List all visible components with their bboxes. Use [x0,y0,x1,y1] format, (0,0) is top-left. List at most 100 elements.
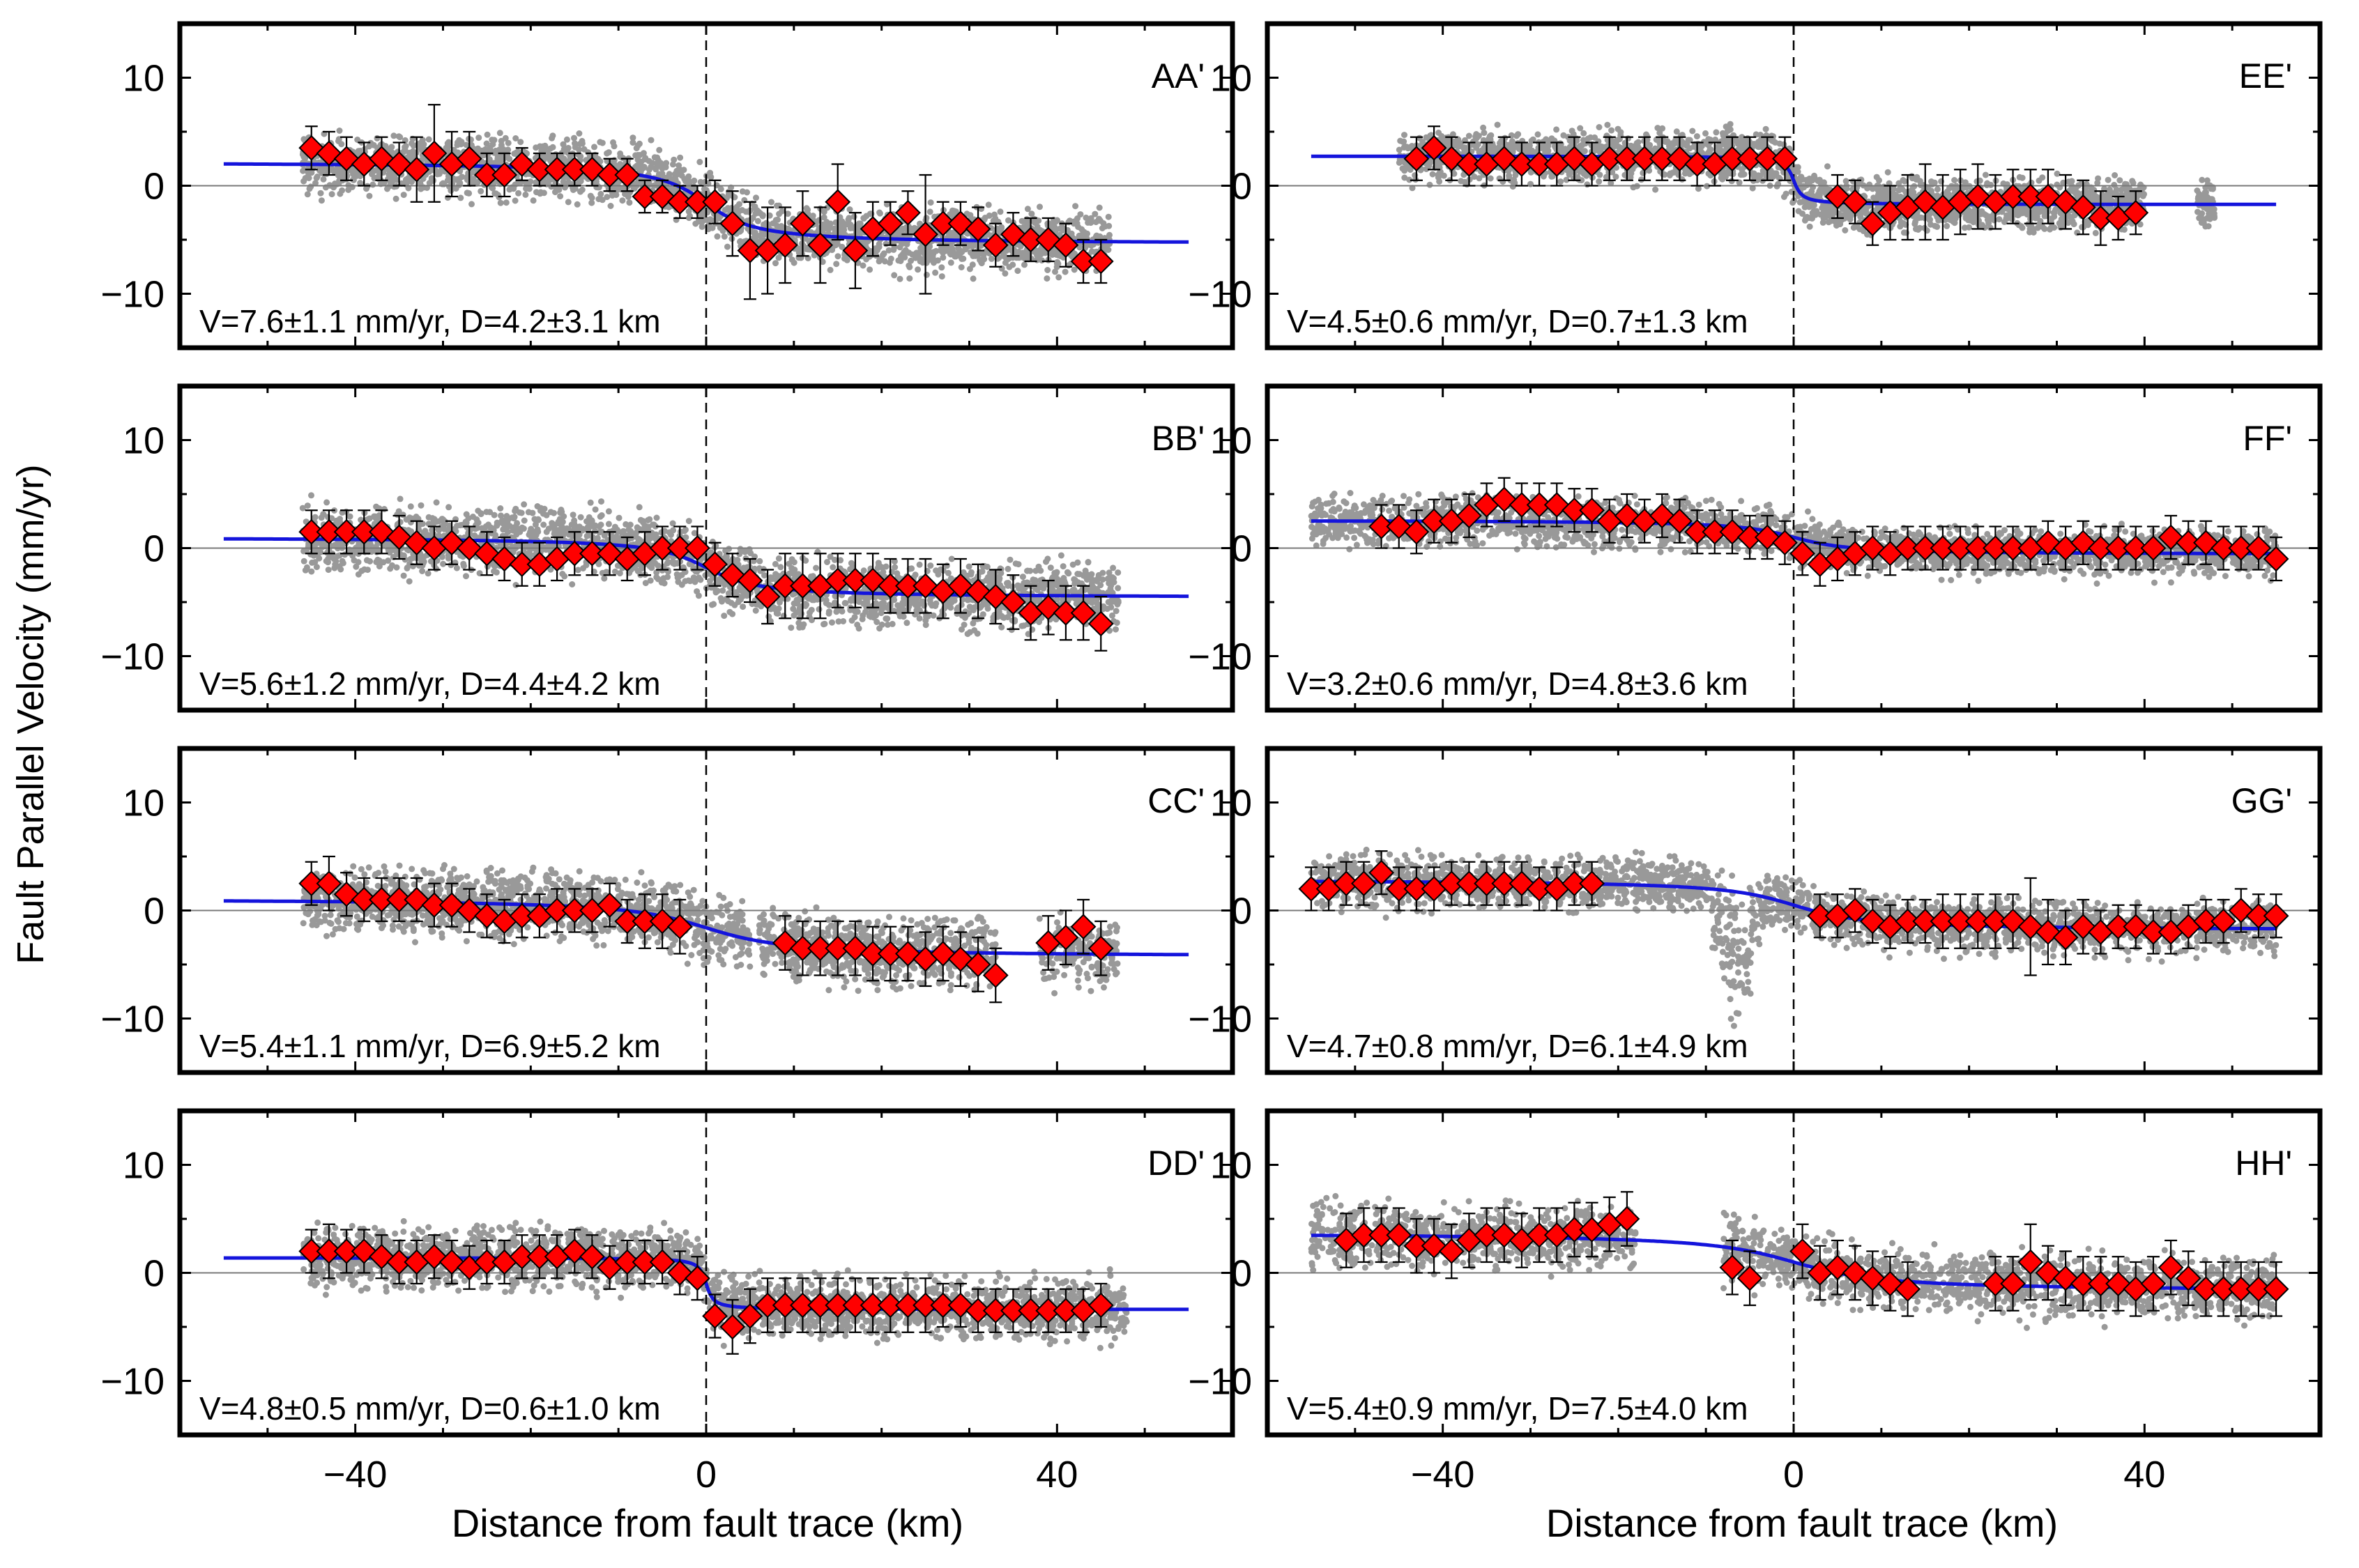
data-marker [895,573,921,599]
data-marker [1403,518,1430,545]
data-marker [1631,146,1658,172]
data-marker [2175,1265,2201,1291]
data-marker [1719,146,1746,172]
y-tick-label: −10 [1188,636,1252,678]
y-tick-label: 0 [144,528,165,570]
data-marker [947,573,974,599]
x-axis-label-right: Distance from fault trace (km) [1546,1501,2058,1545]
data-marker [474,540,500,567]
data-marker [737,238,763,263]
data-marker [1421,508,1447,535]
data-marker [386,1249,412,1275]
data-marker [474,1249,500,1275]
data-marker [1018,226,1044,253]
data-marker [561,898,588,923]
data-marker [1579,870,1605,897]
data-marker [526,156,553,183]
data-marker [1070,600,1097,626]
data-marker [1491,870,1518,897]
data-marker [1719,1254,1746,1281]
data-marker [1070,248,1097,275]
data-marker [1719,518,1746,545]
data-marker [947,210,974,237]
data-marker [2088,205,2114,231]
data-marker [2140,535,2167,561]
y-tick-label: 10 [123,1145,165,1187]
data-marker [1087,248,1114,275]
x-tick-label: 0 [696,1454,717,1496]
panel-annotation: V=4.8±0.5 mm/yr, D=0.6±1.0 km [199,1390,661,1427]
data-marker [509,902,535,929]
data-marker [1351,1222,1377,1248]
data-marker [772,232,798,259]
data-marker [1526,151,1552,177]
data-marker [369,518,395,545]
data-marker [298,1238,325,1264]
data-marker [2105,535,2131,561]
panel-title: HH' [2235,1144,2292,1183]
data-marker [1053,232,1079,259]
data-marker [597,892,623,918]
data-marker [561,156,588,183]
data-marker [790,935,816,962]
data-marker [544,898,570,923]
data-marker [930,1292,956,1319]
data-marker [1351,870,1377,897]
data-marker [298,870,325,897]
data-marker [1983,535,2008,561]
data-marker [842,1292,869,1319]
data-marker [579,540,605,567]
data-marker [719,210,746,237]
data-marker [842,935,869,962]
y-tick-label: −10 [1188,1361,1252,1403]
data-marker [666,914,693,940]
panel-title: CC' [1147,781,1205,820]
data-marker [1789,540,1815,567]
data-marker [913,221,938,247]
data-marker [509,551,535,578]
data-marker [1614,1206,1640,1232]
data-marker [666,189,693,215]
data-marker [754,583,781,610]
data-marker [2211,535,2236,561]
data-marker [579,156,605,183]
data-marker [2052,924,2079,951]
y-tick-label: 10 [1210,420,1252,462]
data-marker [2158,1254,2184,1281]
data-marker [702,1303,728,1329]
data-marker [685,189,710,215]
data-marker [1842,898,1868,923]
data-marker [2035,919,2061,945]
data-marker [2140,1270,2167,1297]
data-marker [685,1265,710,1291]
data-marker [2175,530,2201,556]
data-marker [1930,908,1956,935]
plot-area [180,24,1232,348]
data-marker [1562,1217,1587,1243]
x-tick-label: 40 [2123,1454,2165,1496]
panel-annotation: V=5.4±0.9 mm/yr, D=7.5±4.0 km [1287,1390,1748,1427]
data-marker [1053,924,1079,951]
data-marker [2070,1270,2096,1297]
panel-eep: −10 0 10 EE' V=4.5±0.6 mm/yr, D=0.7±1.3 km [1188,21,2323,351]
data-marker [1526,876,1552,902]
data-marker [2140,919,2167,945]
data-marker [877,573,903,599]
data-marker [807,1292,833,1319]
data-marker [1877,1270,1903,1297]
y-tick-label: 0 [1231,166,1252,208]
data-marker [825,1292,851,1319]
data-marker [1684,151,1710,177]
plot-area [1267,386,2320,710]
data-marker [1754,146,1780,172]
panel-aap: −10 0 10 AA' V=7.6±1.1 mm/yr, D=4.2±3.1 km [100,21,1235,351]
data-marker [965,1298,991,1324]
data-marker [1087,1292,1114,1319]
data-marker [1964,908,1991,935]
data-marker [1053,600,1079,626]
data-marker [351,886,377,913]
data-marker [632,1249,658,1275]
data-marker [965,216,991,242]
data-marker [666,535,693,561]
